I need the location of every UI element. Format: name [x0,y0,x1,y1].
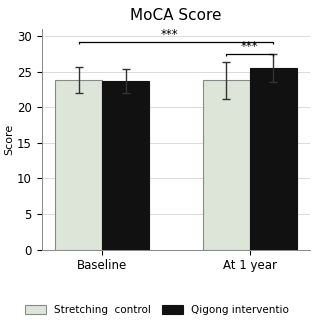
Bar [102,81,149,250]
Bar [55,80,102,250]
Title: MoCA Score: MoCA Score [130,8,222,23]
Text: ***: *** [160,28,178,41]
Text: ***: *** [241,40,259,53]
Bar [250,68,297,250]
Bar [203,80,250,250]
Legend: Stretching  control, Qigong interventio: Stretching control, Qigong interventio [25,305,289,315]
Y-axis label: Score: Score [4,124,14,155]
